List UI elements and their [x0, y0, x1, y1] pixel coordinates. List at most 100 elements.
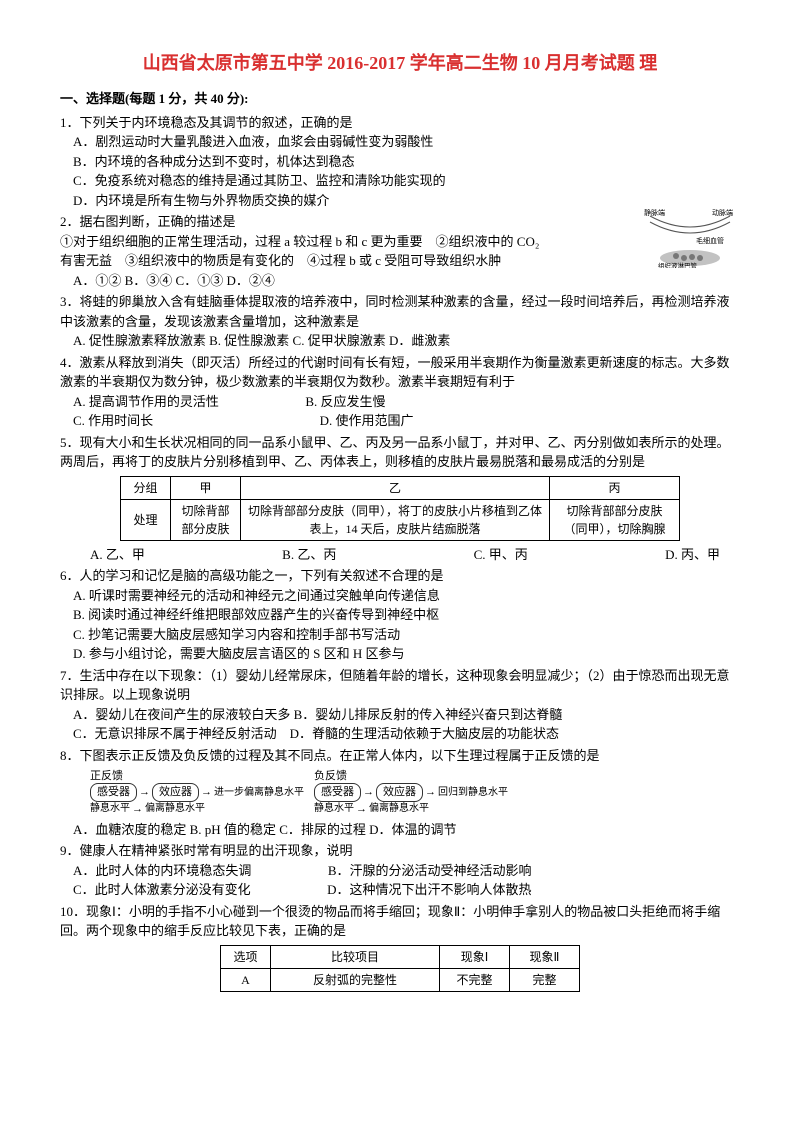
label-neg: 负反馈 [314, 769, 347, 783]
q5-answers: A. 乙、甲 B. 乙、丙 C. 甲、丙 D. 丙、甲 [60, 545, 740, 565]
q6-opt-a: A. 听课时需要神经元的活动和神经元之间通过突触单向传递信息 [60, 586, 740, 606]
q7-opt-cd: C．无意识排尿不属于神经反射活动 D．脊髓的生理活动依赖于大脑皮层的功能状态 [60, 724, 740, 744]
question-5: 5．现有大小和生长状况相同的同一品系小鼠甲、乙、丙及另一品系小鼠丁，并对甲、乙、… [60, 433, 740, 565]
question-6: 6．人的学习和记忆是脑的高级功能之一，下列有关叙述不合理的是 A. 听课时需要神… [60, 566, 740, 664]
arrow-icon: → [363, 785, 374, 799]
q4-opt-c: C. 作用时间长 [73, 413, 153, 428]
q6-opt-b: B. 阅读时通过神经纤维把眼部效应器产生的兴奋传导到神经中枢 [60, 605, 740, 625]
table-row: A 反射弧的完整性 不完整 完整 [221, 968, 580, 991]
cell-r2: 切除背部部分皮肤（同甲），将丁的皮肤小片移植到乙体表上，14 天后，皮肤片结痂脱… [241, 499, 550, 540]
question-8: 8．下图表示正反馈及负反馈的过程及其不同点。在正常人体内，以下生理过程属于正反馈… [60, 746, 740, 840]
q6-opt-d: D. 参与小组讨论，需要大脑皮层言语区的 S 区和 H 区参与 [60, 644, 740, 664]
label-artery: 动脉端 [712, 208, 733, 217]
q5-table: 分组 甲 乙 丙 处理 切除背部部分皮肤 切除背部部分皮肤（同甲），将丁的皮肤小… [120, 476, 680, 541]
q1-opt-c: C．免疫系统对稳态的维持是通过其防卫、监控和清除功能实现的 [60, 171, 740, 191]
label-cap: 毛细血管 [696, 236, 724, 245]
q9-opt-b: B．汗腺的分泌活动受神经活动影响 [328, 863, 532, 878]
q4-row1: A. 提高调节作用的灵活性 B. 反应发生慢 [60, 392, 740, 412]
positive-feedback: 正反馈 感受器 → 效应器 → 进一步偏离静息水平 静息水平 → 偏离静息水平 [90, 769, 304, 816]
table-row: 分组 甲 乙 丙 [121, 476, 680, 499]
q9-opt-a: A．此时人体的内环境稳态失调 [73, 863, 251, 878]
cell-ra4: 完整 [510, 968, 580, 991]
q9-stem: 9．健康人在精神紧张时常有明显的出汗现象，说明 [60, 841, 740, 861]
cell-head-group: 分组 [121, 476, 171, 499]
arrow-icon: → [139, 785, 150, 799]
label-vein: 静脉端 [644, 208, 665, 217]
question-2: 2．据右图判断，正确的描述是 ①对于组织细胞的正常生理活动，过程 a 较过程 b… [60, 212, 740, 290]
q4-opt-b: B. 反应发生慢 [305, 394, 385, 409]
label-further: 进一步偏离静息水平 [214, 786, 304, 799]
q5-opt-d: D. 丙、甲 [665, 545, 720, 565]
cell-h4: 现象Ⅱ [510, 945, 580, 968]
q6-stem: 6．人的学习和记忆是脑的高级功能之一，下列有关叙述不合理的是 [60, 566, 740, 586]
q4-opt-d: D. 使作用范围广 [320, 413, 414, 428]
q1-opt-d: D．内环境是所有生物与外界物质交换的媒介 [60, 191, 740, 211]
page-title: 山西省太原市第五中学 2016-2017 学年高二生物 10 月月考试题 理 [60, 50, 740, 77]
sensor-box: 感受器 [314, 783, 361, 801]
q5-opt-c: C. 甲、丙 [474, 545, 528, 565]
table-row: 选项 比较项目 现象Ⅰ 现象Ⅱ [221, 945, 580, 968]
q9-row1: A．此时人体的内环境稳态失调 B．汗腺的分泌活动受神经活动影响 [60, 861, 740, 881]
q9-opt-d: D．这种情况下出汗不影响人体散热 [327, 882, 531, 897]
q2-line1: ①对于组织细胞的正常生理活动，过程 a 较过程 b 和 c 更为重要 ②组织液中… [60, 232, 740, 252]
label-dev: 偏离静息水平 [369, 802, 429, 815]
cell-h1: 选项 [221, 945, 271, 968]
q8-opts: A．血糖浓度的稳定 B. pH 值的稳定 C．排尿的过程 D．体温的调节 [60, 820, 740, 840]
table-row: 处理 切除背部部分皮肤 切除背部部分皮肤（同甲），将丁的皮肤小片移植到乙体表上，… [121, 499, 680, 540]
effector-box: 效应器 [376, 783, 423, 801]
negative-feedback: 负反馈 感受器 → 效应器 → 回归到静息水平 静息水平 → 偏离静息水平 [314, 769, 508, 816]
question-1: 1．下列关于内环境稳态及其调节的叙述，正确的是 A．剧烈运动时大量乳酸进入血液，… [60, 113, 740, 211]
capillary-diagram: 静脉端 动脉端 毛细血管 组织液淋巴管 [640, 208, 740, 268]
cell-h3: 现象Ⅰ [440, 945, 510, 968]
cell-c1: 甲 [171, 476, 241, 499]
q10-stem: 10．现象Ⅰ：小明的手指不小心碰到一个很烫的物品而将手缩回；现象Ⅱ：小明伸手拿别… [60, 902, 740, 941]
effector-box: 效应器 [152, 783, 199, 801]
q10-table: 选项 比较项目 现象Ⅰ 现象Ⅱ A 反射弧的完整性 不完整 完整 [220, 945, 580, 992]
question-3: 3．将蛙的卵巢放入含有蛙脑垂体提取液的培养液中，同时检测某种激素的含量，经过一段… [60, 292, 740, 351]
q6-opt-c: C. 抄笔记需要大脑皮层感知学习内容和控制手部书写活动 [60, 625, 740, 645]
question-9: 9．健康人在精神紧张时常有明显的出汗现象，说明 A．此时人体的内环境稳态失调 B… [60, 841, 740, 900]
q5-stem: 5．现有大小和生长状况相同的同一品系小鼠甲、乙、丙及另一品系小鼠丁，并对甲、乙、… [60, 433, 740, 472]
arrow-icon: → [425, 785, 436, 799]
sensor-box: 感受器 [90, 783, 137, 801]
q9-opt-c: C．此时人体激素分泌没有变化 [73, 882, 251, 897]
cell-head-treat: 处理 [121, 499, 171, 540]
label-dev: 偏离静息水平 [145, 802, 205, 815]
cell-c2: 乙 [241, 476, 550, 499]
q7-stem: 7．生活中存在以下现象：（1）婴幼儿经常尿床，但随着年龄的增长，这种现象会明显减… [60, 666, 740, 705]
q7-opt-ab: A．婴幼儿在夜间产生的尿液较白天多 B．婴幼儿排尿反射的传入神经兴奋只到达脊髓 [60, 705, 740, 725]
label-lymph: 组织液淋巴管 [658, 261, 698, 268]
q1-stem: 1．下列关于内环境稳态及其调节的叙述，正确的是 [60, 113, 740, 133]
arrow-icon: → [356, 802, 367, 816]
q2-opts: A．①② B．③④ C．①③ D．②④ [60, 271, 740, 291]
cell-r3: 切除背部部分皮肤（同甲），切除胸腺 [550, 499, 680, 540]
question-7: 7．生活中存在以下现象：（1）婴幼儿经常尿床，但随着年龄的增长，这种现象会明显减… [60, 666, 740, 744]
cell-h2: 比较项目 [271, 945, 440, 968]
cell-r1: 切除背部部分皮肤 [171, 499, 241, 540]
q3-stem: 3．将蛙的卵巢放入含有蛙脑垂体提取液的培养液中，同时检测某种激素的含量，经过一段… [60, 292, 740, 331]
question-4: 4．激素从释放到消失（即灭活）所经过的代谢时间有长有短，一般采用半衰期作为衡量激… [60, 353, 740, 431]
label-return: 回归到静息水平 [438, 786, 508, 799]
label-pos: 正反馈 [90, 769, 123, 783]
cell-ra1: A [221, 968, 271, 991]
cell-ra3: 不完整 [440, 968, 510, 991]
q4-row2: C. 作用时间长 D. 使作用范围广 [60, 411, 740, 431]
feedback-diagram: 正反馈 感受器 → 效应器 → 进一步偏离静息水平 静息水平 → 偏离静息水平 … [60, 765, 740, 820]
cell-ra2: 反射弧的完整性 [271, 968, 440, 991]
q9-row2: C．此时人体激素分泌没有变化 D．这种情况下出汗不影响人体散热 [60, 880, 740, 900]
q8-stem: 8．下图表示正反馈及负反馈的过程及其不同点。在正常人体内，以下生理过程属于正反馈… [60, 746, 740, 766]
q4-opt-a: A. 提高调节作用的灵活性 [73, 394, 219, 409]
q4-stem: 4．激素从释放到消失（即灭活）所经过的代谢时间有长有短，一般采用半衰期作为衡量激… [60, 353, 740, 392]
question-10: 10．现象Ⅰ：小明的手指不小心碰到一个很烫的物品而将手缩回；现象Ⅱ：小明伸手拿别… [60, 902, 740, 992]
label-base: 静息水平 [314, 802, 354, 815]
q3-opts: A. 促性腺激素释放激素 B. 促性腺激素 C. 促甲状腺激素 D．雌激素 [60, 331, 740, 351]
q2-stem: 2．据右图判断，正确的描述是 [60, 212, 740, 232]
cell-c3: 丙 [550, 476, 680, 499]
arrow-icon: → [132, 802, 143, 816]
q2-line2: 有害无益 ③组织液中的物质是有变化的 ④过程 b 或 c 受阻可导致组织水肿 [60, 251, 740, 271]
q1-opt-a: A．剧烈运动时大量乳酸进入血液，血浆会由弱碱性变为弱酸性 [60, 132, 740, 152]
arrow-icon: → [201, 785, 212, 799]
section-header: 一、选择题(每题 1 分，共 40 分): [60, 89, 740, 109]
q1-opt-b: B．内环境的各种成分达到不变时，机体达到稳态 [60, 152, 740, 172]
q5-opt-a: A. 乙、甲 [90, 545, 145, 565]
